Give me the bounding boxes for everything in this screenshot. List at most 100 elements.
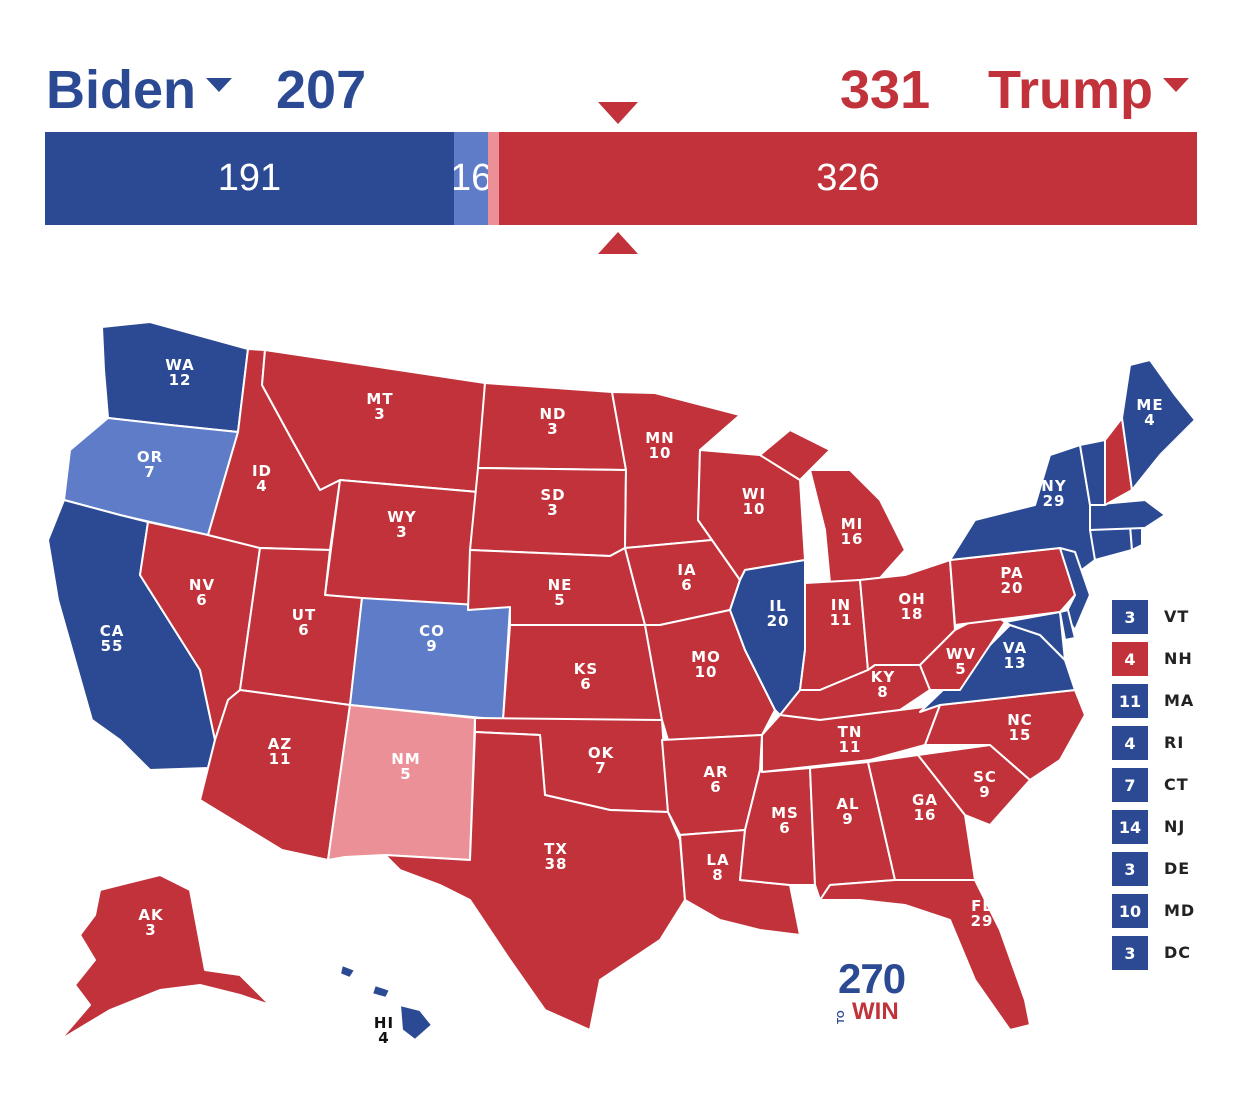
- state-WV[interactable]: [919, 611, 1006, 691]
- label-AL-ev: 9: [842, 810, 853, 828]
- state-TX[interactable]: [384, 731, 686, 1031]
- chevron-down-icon[interactable]: [206, 77, 233, 92]
- label-AR-ev: 6: [710, 778, 721, 796]
- label-IN-ev: 11: [830, 611, 853, 629]
- legend-ev-box[interactable]: 3: [1112, 600, 1148, 634]
- state-WY[interactable]: [324, 479, 479, 611]
- logo-number: 270: [838, 955, 906, 1002]
- label-FL-abbr: FL: [971, 897, 993, 915]
- legend-row-nj[interactable]: 14 NJ: [1112, 810, 1232, 844]
- label-WY-abbr: WY: [387, 508, 417, 526]
- state-AK[interactable]: [59, 874, 271, 1041]
- svg-text:CO9: CO 9: [419, 622, 445, 655]
- legend-row-dc[interactable]: 3 DC: [1112, 936, 1232, 970]
- biden-candidate-selector[interactable]: Biden: [46, 58, 233, 122]
- trump-label: Trump: [988, 60, 1154, 120]
- label-SC-ev: 9: [979, 783, 990, 801]
- state-CO[interactable]: [349, 597, 511, 721]
- legend-row-de[interactable]: 3 DE: [1112, 852, 1232, 886]
- legend-row-ma[interactable]: 11 MA: [1112, 684, 1232, 718]
- label-AK-abbr: AK: [138, 906, 164, 924]
- state-HI[interactable]: [339, 964, 433, 1041]
- svg-text:SC9: SC 9: [973, 768, 997, 801]
- label-VA-abbr: VA: [1003, 639, 1027, 657]
- legend-ev-box[interactable]: 4: [1112, 642, 1148, 676]
- svg-text:AK3: AK 3: [138, 906, 164, 939]
- legend-ev-box[interactable]: 3: [1112, 936, 1148, 970]
- biden-label: Biden: [46, 60, 197, 120]
- state-DE[interactable]: [1059, 609, 1076, 641]
- legend-row-ri[interactable]: 4 RI: [1112, 726, 1232, 760]
- state-AZ[interactable]: [199, 689, 351, 861]
- label-OR-ev: 7: [144, 463, 155, 481]
- label-NC-abbr: NC: [1007, 711, 1033, 729]
- svg-text:LA8: LA 8: [706, 851, 729, 884]
- label-OH-abbr: OH: [898, 590, 925, 608]
- state-SC[interactable]: [917, 744, 1031, 826]
- legend-state-label: DE: [1164, 859, 1191, 878]
- state-MI[interactable]: [759, 429, 906, 584]
- legend-ev-box[interactable]: 14: [1112, 810, 1148, 844]
- label-FL-ev: 29: [971, 912, 994, 930]
- label-MO-abbr: MO: [691, 648, 721, 666]
- 270towin-logo: 270 TO WIN: [836, 955, 906, 1025]
- 270-marker-bottom-icon: [598, 232, 638, 254]
- legend-ev-box[interactable]: 4: [1112, 726, 1148, 760]
- legend-state-label: DC: [1164, 943, 1192, 962]
- 270-marker-top-icon: [598, 102, 638, 124]
- logo-to: TO: [836, 1010, 847, 1024]
- label-MI-abbr: MI: [841, 515, 864, 533]
- electoral-vote-bar: 191 16 326: [45, 132, 1197, 225]
- legend-ev-box[interactable]: 3: [1112, 852, 1148, 886]
- state-NJ[interactable]: [1059, 547, 1091, 631]
- legend-row-vt[interactable]: 3 VT: [1112, 600, 1232, 634]
- svg-text:KY8: KY 8: [871, 668, 896, 701]
- legend-ev-box[interactable]: 11: [1112, 684, 1148, 718]
- chevron-down-icon[interactable]: [1163, 77, 1190, 92]
- state-MA[interactable]: [1089, 499, 1166, 531]
- label-OK-ev: 7: [595, 759, 606, 777]
- state-FL[interactable]: [819, 879, 1031, 1031]
- label-SD-ev: 3: [547, 501, 558, 519]
- label-MT-ev: 3: [374, 405, 385, 423]
- legend-state-label: MD: [1164, 901, 1196, 920]
- legend-row-md[interactable]: 10 MD: [1112, 894, 1232, 928]
- label-IA-ev: 6: [681, 576, 692, 594]
- label-KS-abbr: KS: [574, 660, 598, 678]
- label-WA-abbr: WA: [165, 356, 194, 374]
- label-PA-abbr: PA: [1000, 564, 1023, 582]
- svg-text:WV5: WV 5: [946, 645, 976, 678]
- legend-ev-box[interactable]: 10: [1112, 894, 1148, 928]
- label-AR-abbr: AR: [703, 763, 728, 781]
- label-WV-abbr: WV: [946, 645, 976, 663]
- label-ID-abbr: ID: [252, 462, 272, 480]
- legend-state-label: CT: [1164, 775, 1189, 794]
- bar-segment-safe-rep: 326: [498, 132, 1197, 225]
- legend-row-nh[interactable]: 4 NH: [1112, 642, 1232, 676]
- svg-text:NV6: NV 6: [189, 576, 215, 609]
- legend-row-ct[interactable]: 7 CT: [1112, 768, 1232, 802]
- label-NE-abbr: NE: [548, 576, 573, 594]
- label-VA-ev: 13: [1004, 654, 1027, 672]
- label-NM-abbr: NM: [391, 750, 420, 768]
- state-GA[interactable]: [867, 754, 976, 881]
- legend-ev-box[interactable]: 7: [1112, 768, 1148, 802]
- state-ME[interactable]: [1121, 359, 1196, 491]
- label-NM-ev: 5: [400, 765, 411, 783]
- label-IL-abbr: IL: [769, 597, 786, 615]
- state-MD[interactable]: [1004, 611, 1066, 661]
- trump-candidate-selector[interactable]: Trump: [988, 58, 1190, 122]
- bar-segment-lean-dem: 16: [453, 132, 489, 225]
- label-ND-ev: 3: [547, 420, 558, 438]
- label-HI-abbr: HI: [374, 1014, 394, 1032]
- svg-text:ID4: ID 4: [252, 462, 272, 495]
